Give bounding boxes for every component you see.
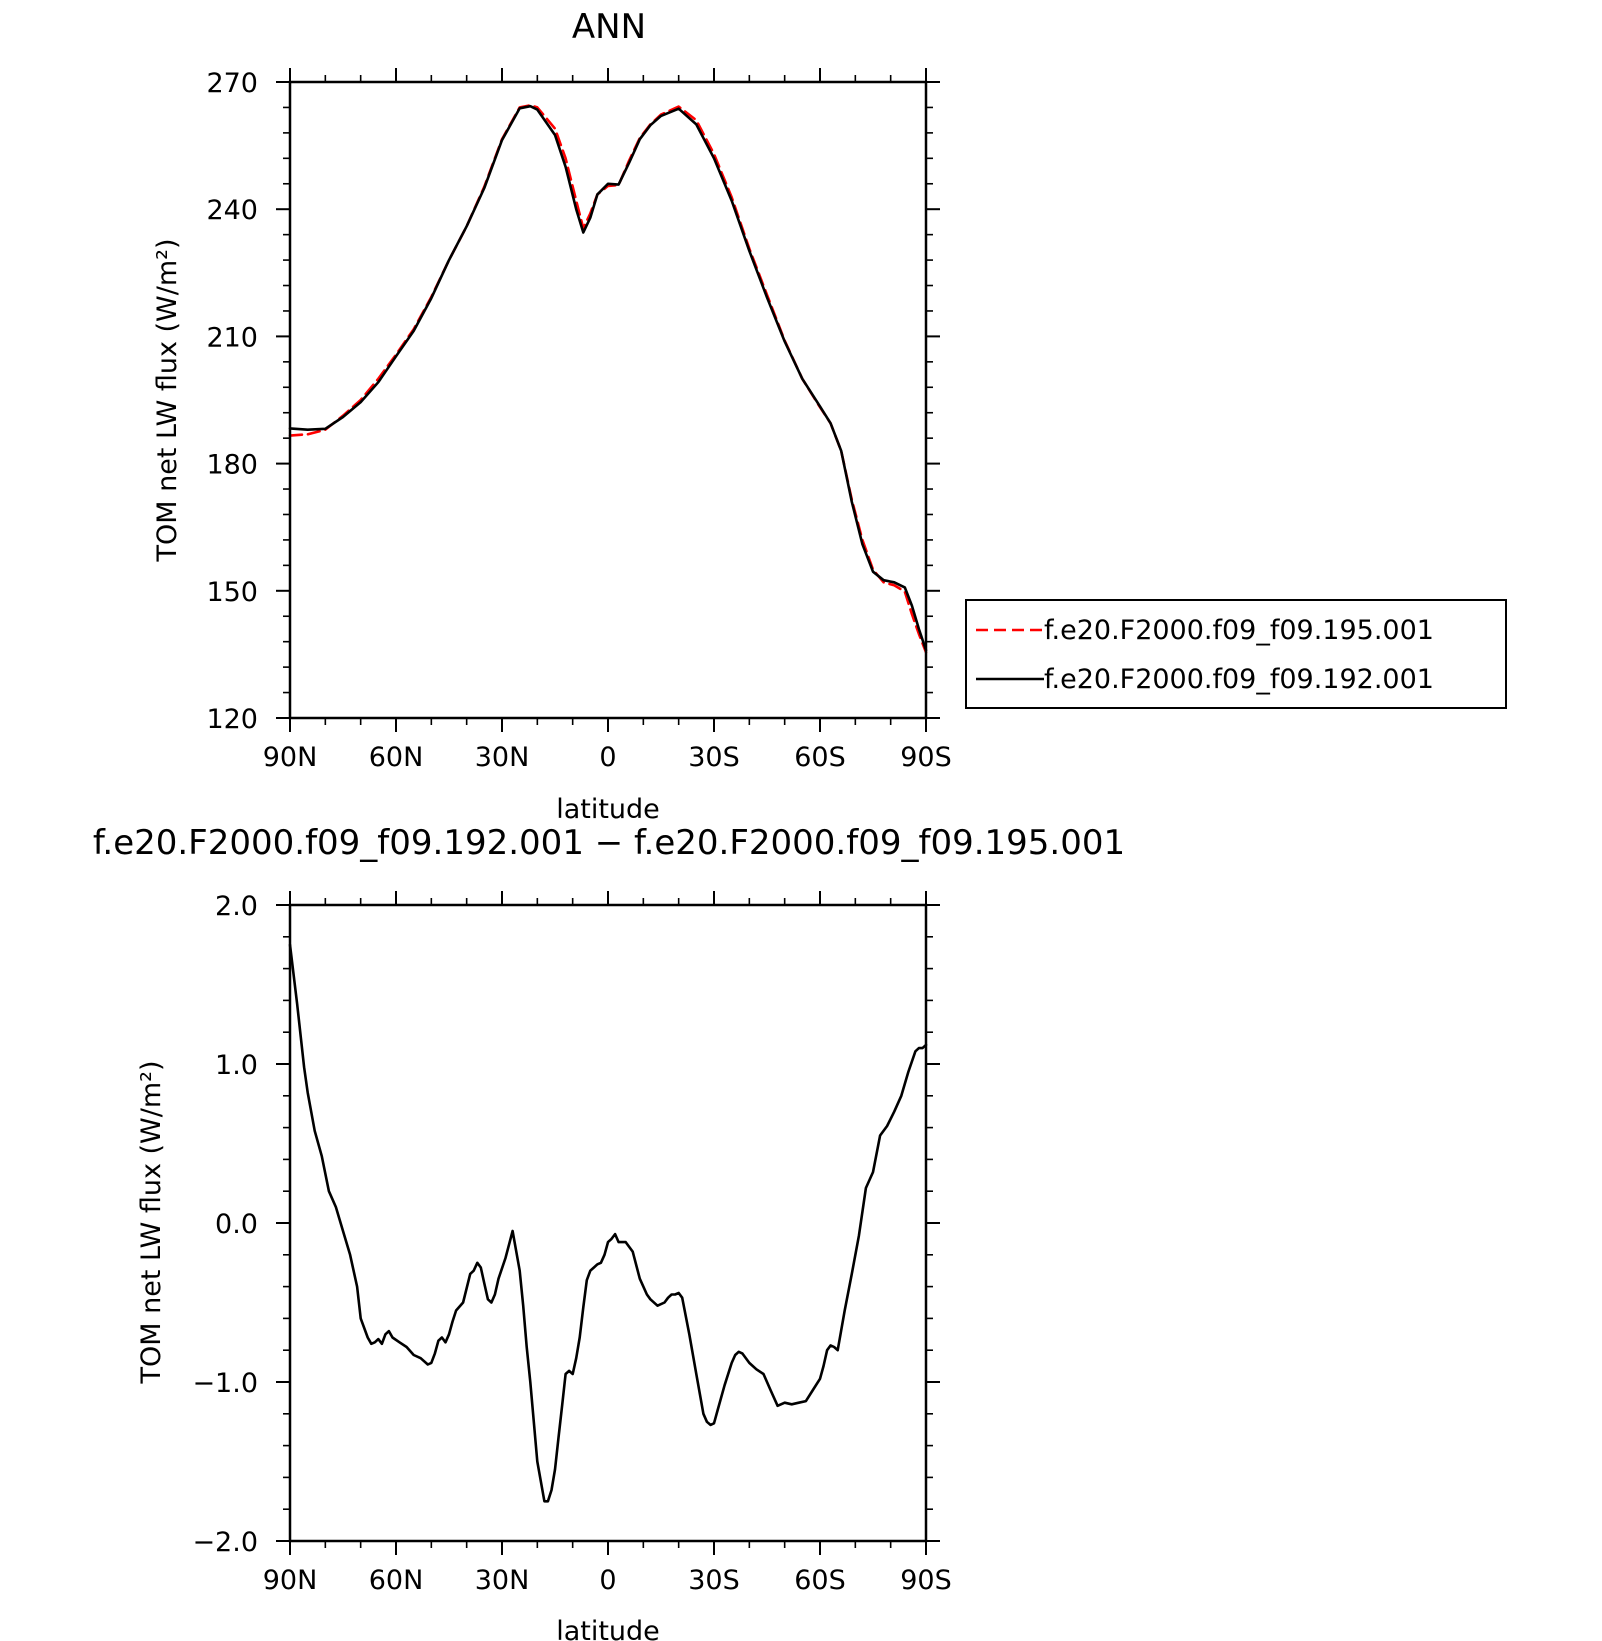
top-title: ANN (572, 7, 646, 47)
top-x-tick-label: 0 (599, 742, 616, 773)
legend-box (965, 599, 1507, 709)
top-y-tick-label: 270 (206, 68, 258, 99)
top-series-group (288, 104, 928, 654)
top-x-axis-label: latitude (556, 794, 660, 825)
top-x-tick-label: 90N (263, 742, 318, 773)
top-panel: ANN 90N 60N 30N 0 30S 60S 90S 120 150 180 210 240 27… (152, 7, 1507, 825)
top-x-tick-label: 30N (475, 742, 530, 773)
top-y-axis-label: TOM net LW flux (W/m²) (152, 238, 183, 562)
bottom-x-tick-label: 90N (263, 1565, 318, 1596)
bottom-x-tick-label: 30N (475, 1565, 530, 1596)
legend-label-192: f.e20.F2000.f09_f09.192.001 (1044, 664, 1434, 695)
bottom-y-tick-label: 0.0 (215, 1209, 258, 1240)
bottom-x-tick-label: 30S (688, 1565, 740, 1596)
bottom-series-line-0 (288, 943, 928, 1503)
bottom-panel: f.e20.F2000.f09_f09.192.001 − f.e20.F200… (93, 823, 1125, 1641)
bottom-y-tick-label: 2.0 (215, 891, 258, 922)
top-plot-frame (288, 80, 928, 720)
bottom-x-axis-label: latitude (556, 1616, 660, 1641)
bottom-y-tick-label: −1.0 (192, 1368, 258, 1399)
bottom-plot-frame (288, 903, 928, 1543)
top-x-tick-label: 60N (369, 742, 424, 773)
legend-label-195: f.e20.F2000.f09_f09.195.001 (1044, 615, 1434, 646)
top-y-tick-label: 180 (206, 450, 258, 481)
top-x-tick-label: 60S (794, 742, 846, 773)
legend: f.e20.F2000.f09_f09.195.001 f.e20.F2000.… (965, 599, 1507, 709)
top-x-tick-label: 30S (688, 742, 740, 773)
bottom-x-tick-label: 60N (369, 1565, 424, 1596)
bottom-series-group (288, 943, 928, 1503)
top-y-tick-label: 240 (206, 195, 258, 226)
bottom-title: f.e20.F2000.f09_f09.192.001 − f.e20.F200… (93, 823, 1125, 863)
bottom-x-tick-label: 90S (900, 1565, 952, 1596)
top-ticks-group: 90N 60N 30N 0 30S 60S 90S 120 150 180 210 240 270 (206, 68, 952, 773)
bottom-x-tick-label: 60S (794, 1565, 846, 1596)
bottom-x-tick-label: 0 (599, 1565, 616, 1596)
bottom-y-tick-label: 1.0 (215, 1050, 258, 1081)
top-y-tick-label: 210 (206, 322, 258, 353)
top-y-tick-label: 120 (206, 704, 258, 735)
bottom-y-axis-label: TOM net LW flux (W/m²) (136, 1060, 167, 1384)
bottom-ticks-group: 90N 60N 30N 0 30S 60S 90S −2.0 −1.0 0.0 1.0 2.0 (192, 891, 952, 1596)
bottom-y-tick-label: −2.0 (192, 1527, 258, 1558)
top-series-line-0 (288, 104, 928, 654)
top-series-line-1 (288, 104, 928, 652)
top-y-tick-label: 150 (206, 577, 258, 608)
top-x-tick-label: 90S (900, 742, 952, 773)
